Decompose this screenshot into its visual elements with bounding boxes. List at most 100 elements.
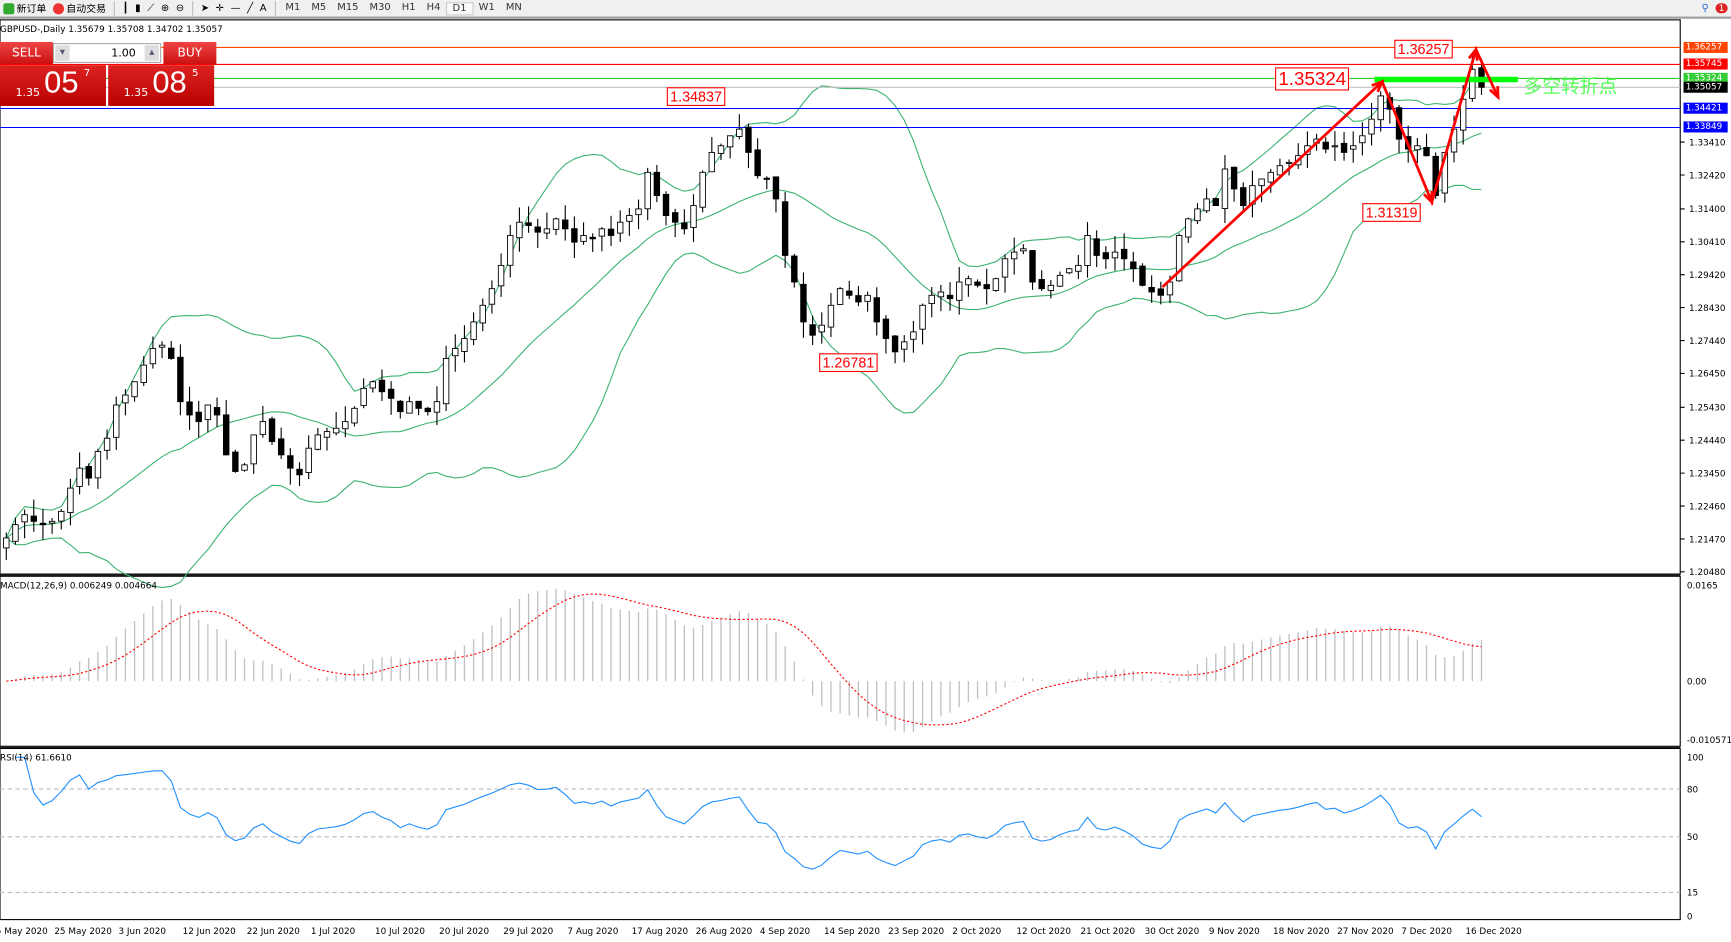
candle-body bbox=[626, 215, 633, 222]
macd-label: MACD(12,26,9) 0.006249 0.004664 bbox=[0, 580, 157, 591]
candle-body bbox=[76, 467, 83, 487]
price-axis-label: 1.29420 bbox=[1689, 271, 1726, 281]
sell-button[interactable]: SELL bbox=[0, 41, 53, 65]
timeframe-m15[interactable]: M15 bbox=[337, 1, 359, 13]
one-click-trading-panel: SELL ▼ 1.00 ▲ BUY 1.35 05 7 1.35 08 5 bbox=[0, 41, 217, 106]
candle bbox=[1295, 143, 1302, 169]
timeframe-h4[interactable]: H4 bbox=[426, 1, 441, 13]
candle bbox=[1120, 233, 1128, 271]
date-axis-label: 10 Jul 2020 bbox=[375, 927, 425, 937]
annotation-pivot[interactable]: 1.35324 bbox=[1275, 67, 1350, 91]
candle bbox=[195, 400, 202, 438]
date-axis-label: 22 Jun 2020 bbox=[247, 927, 300, 937]
bar-chart-button[interactable]: ┃ bbox=[122, 2, 129, 14]
timeframe-mn[interactable]: MN bbox=[505, 1, 522, 13]
timeframe-h1[interactable]: H1 bbox=[401, 1, 416, 13]
annotation-high-1[interactable]: 1.34837 bbox=[666, 87, 726, 106]
buy-button[interactable]: BUY bbox=[163, 41, 217, 65]
timeframe-m30[interactable]: M30 bbox=[369, 1, 391, 13]
notification-button[interactable]: 1 bbox=[1712, 1, 1731, 16]
candle-body bbox=[589, 236, 596, 240]
trendline-button[interactable]: ╱ bbox=[247, 2, 254, 14]
candle bbox=[1194, 203, 1201, 225]
price-level-label: 1.34421 bbox=[1683, 102, 1728, 115]
candle-body bbox=[470, 321, 477, 340]
candle bbox=[378, 369, 386, 401]
candle bbox=[1185, 217, 1192, 243]
timeframe-m5[interactable]: M5 bbox=[311, 1, 327, 13]
new-order-button[interactable]: 新订单 bbox=[0, 1, 50, 16]
candle bbox=[76, 452, 83, 495]
candle bbox=[589, 233, 596, 253]
hline-button[interactable]: — bbox=[230, 2, 241, 14]
candle bbox=[974, 279, 981, 288]
candle bbox=[94, 448, 102, 489]
candle-body bbox=[827, 304, 835, 328]
annotation-low-2[interactable]: 1.31319 bbox=[1362, 203, 1421, 222]
candle bbox=[690, 194, 697, 243]
candle-body bbox=[1459, 98, 1467, 131]
zoom-in-button[interactable]: ⊕ bbox=[160, 2, 170, 14]
candle bbox=[946, 282, 954, 311]
candle-body bbox=[1221, 168, 1229, 209]
timeframe-d1[interactable]: D1 bbox=[445, 1, 474, 15]
candle-body bbox=[1469, 68, 1476, 99]
candle-body bbox=[1203, 198, 1210, 212]
panel-frame bbox=[0, 575, 1681, 747]
search-icon[interactable]: ⚲ bbox=[1701, 2, 1709, 14]
candle-body bbox=[516, 221, 523, 239]
candle bbox=[616, 210, 624, 242]
annotation-low-1[interactable]: 1.26781 bbox=[819, 353, 878, 373]
candle bbox=[1130, 251, 1137, 283]
panel-frame bbox=[0, 19, 1681, 575]
auto-trade-button[interactable]: 自动交易 bbox=[50, 1, 110, 16]
timeframe-m1[interactable]: M1 bbox=[285, 1, 301, 13]
annotation-high-2[interactable]: 1.36257 bbox=[1394, 39, 1453, 59]
pivot-text[interactable]: 多空转折点 bbox=[1523, 76, 1618, 99]
increase-lot-button[interactable]: ▲ bbox=[144, 45, 159, 61]
candle-body bbox=[974, 281, 981, 286]
timeframe-w1[interactable]: W1 bbox=[478, 1, 495, 13]
rsi-axis-label: 15 bbox=[1687, 889, 1698, 899]
lot-size-input[interactable]: ▼ 1.00 ▲ bbox=[52, 43, 162, 63]
candle-body bbox=[681, 222, 688, 230]
candle-body bbox=[277, 438, 285, 456]
bollinger-lower bbox=[5, 184, 1482, 589]
decrease-lot-button[interactable]: ▼ bbox=[55, 45, 70, 61]
candle-body bbox=[452, 348, 459, 357]
candle bbox=[424, 406, 431, 416]
buy-price[interactable]: 1.35 08 5 bbox=[108, 65, 215, 106]
crosshair-button[interactable]: ✛ bbox=[215, 2, 224, 14]
candle-chart-button[interactable]: ▮ bbox=[135, 2, 141, 14]
candle bbox=[1368, 103, 1375, 146]
price-level-label: 1.35745 bbox=[1683, 58, 1728, 70]
cursor-button[interactable]: ➤ bbox=[200, 2, 210, 14]
price-axis-label: 1.28430 bbox=[1689, 304, 1726, 314]
candle bbox=[168, 341, 175, 360]
line-chart-button[interactable]: ⟋ bbox=[147, 2, 155, 14]
candle-body bbox=[1322, 141, 1329, 150]
candle-body bbox=[873, 297, 880, 323]
candle-body bbox=[928, 294, 935, 304]
date-axis-label: 25 May 2020 bbox=[54, 927, 112, 937]
candle bbox=[406, 396, 413, 414]
candle bbox=[39, 508, 47, 540]
price-axis-label: 1.27440 bbox=[1689, 337, 1726, 347]
candle bbox=[552, 217, 560, 236]
date-axis-label: 15 May 2020 bbox=[0, 927, 48, 937]
date-axis-label: 18 Nov 2020 bbox=[1273, 927, 1330, 937]
candle-body bbox=[736, 128, 743, 137]
zoom-out-button[interactable]: ⊖ bbox=[175, 2, 185, 14]
buy-price-fraction: 5 bbox=[192, 68, 199, 80]
text-button[interactable]: A bbox=[259, 2, 267, 14]
date-axis-label: 3 Jun 2020 bbox=[118, 927, 166, 937]
sell-price[interactable]: 1.35 05 7 bbox=[0, 65, 106, 106]
candle-body bbox=[1084, 235, 1091, 266]
date-axis-label: 23 Sep 2020 bbox=[888, 927, 944, 937]
candle-body bbox=[1010, 251, 1018, 260]
candle bbox=[635, 199, 642, 230]
candle-body bbox=[745, 126, 752, 153]
candle-body bbox=[67, 487, 74, 513]
candle bbox=[204, 404, 212, 433]
